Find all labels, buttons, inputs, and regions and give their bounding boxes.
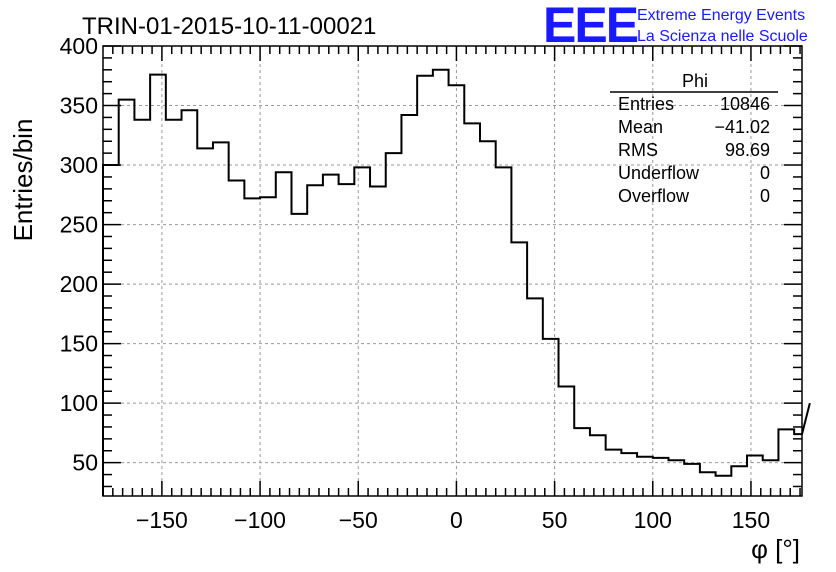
chart-title: TRIN-01-2015-10-11-00021 — [82, 13, 376, 40]
x-tick-label: −50 — [339, 507, 378, 533]
x-tick-label: 0 — [450, 507, 463, 533]
stats-label-underflow: Underflow — [618, 163, 700, 183]
x-tick-label: −100 — [234, 507, 286, 533]
y-tick-label: 150 — [60, 331, 98, 357]
stats-box: Phi Entries 10846 Mean −41.02 RMS 98.69 … — [610, 71, 778, 206]
y-tick-label: 200 — [60, 271, 98, 297]
stats-title: Phi — [682, 71, 708, 91]
x-tick-label: −150 — [136, 507, 188, 533]
y-tick-label: 50 — [72, 450, 98, 476]
y-tick-label: 400 — [60, 33, 98, 59]
plot-frame — [102, 45, 803, 497]
stats-label-overflow: Overflow — [618, 186, 690, 206]
histogram-line — [102, 68, 811, 496]
stats-value-underflow: 0 — [760, 163, 770, 183]
grid — [103, 45, 802, 496]
x-tick-label: 50 — [542, 507, 568, 533]
stats-label-entries: Entries — [618, 94, 674, 114]
x-axis-label: φ [°] — [751, 534, 800, 564]
x-tick-labels: −150 −100 −50 0 50 100 150 — [136, 507, 770, 533]
stats-value-rms: 98.69 — [725, 140, 770, 160]
stats-value-overflow: 0 — [760, 186, 770, 206]
y-tick-label: 250 — [60, 212, 98, 238]
y-tick-labels: 50 100 150 200 250 300 350 400 — [60, 33, 98, 476]
x-tick-label: 150 — [732, 507, 770, 533]
logo: EEE Extreme Energy Events La Scienza nel… — [543, 0, 808, 53]
stats-label-mean: Mean — [618, 117, 663, 137]
logo-line-1: Extreme Energy Events — [637, 7, 805, 24]
y-tick-label: 100 — [60, 390, 98, 416]
stats-value-entries: 10846 — [720, 94, 770, 114]
axis-ticks — [103, 45, 802, 496]
y-axis-label: Entries/bin — [8, 119, 38, 242]
logo-mark: EEE — [543, 0, 638, 53]
y-tick-label: 350 — [60, 93, 98, 119]
y-tick-label: 300 — [60, 152, 98, 178]
stats-label-rms: RMS — [618, 140, 658, 160]
stats-value-mean: −41.02 — [714, 117, 770, 137]
x-tick-label: 100 — [634, 507, 672, 533]
logo-line-2: La Scienza nelle Scuole — [637, 28, 808, 45]
